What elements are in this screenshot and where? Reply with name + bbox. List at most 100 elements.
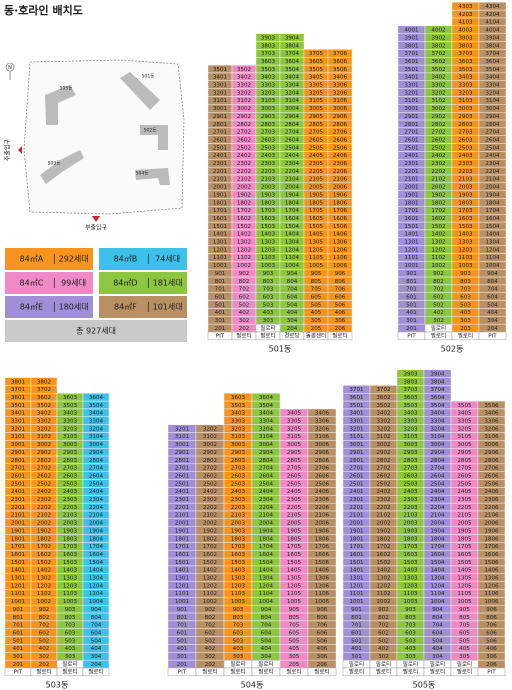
legend-type: 84㎡C — [20, 279, 44, 288]
unit-number: 903 — [233, 607, 244, 613]
unit-number: 3601 — [404, 59, 419, 65]
unit-number: 1901 — [404, 192, 419, 198]
unit-number: 403 — [263, 310, 274, 316]
unit-number: 303 — [65, 654, 76, 660]
unit-number: 1002 — [431, 263, 445, 269]
unit-number: 201 — [215, 326, 226, 332]
unit-number: 1703 — [63, 544, 78, 550]
unit-number: 2004 — [485, 185, 500, 191]
base-label: 필로티 — [88, 668, 103, 676]
unit-number: 2802 — [37, 458, 51, 464]
unit-number: 702 — [205, 623, 216, 629]
unit-number: 2504 — [259, 481, 274, 487]
unit-number: 2406 — [315, 489, 330, 495]
unit-number: 2802 — [431, 122, 445, 128]
unit-number: 1403 — [261, 232, 276, 238]
unit-number: 2502 — [237, 145, 251, 151]
unit-number: 3602 — [431, 59, 445, 65]
unit-number: 1802 — [37, 536, 51, 542]
unit-number: 3001 — [349, 442, 364, 448]
unit-number: 3101 — [175, 434, 190, 440]
unit-number: 1203 — [403, 583, 418, 589]
unit-number: 2704 — [259, 466, 274, 472]
unit-number: 2002 — [431, 185, 445, 191]
total-box — [5, 320, 187, 342]
unit-number: 1304 — [285, 240, 300, 246]
unit-number: 3502 — [431, 67, 445, 73]
legend-type: 84㎡E — [20, 303, 43, 312]
unit-number: 1605 — [457, 552, 472, 558]
unit-number: 1801 — [213, 200, 228, 206]
unit-number: 204 — [287, 326, 298, 332]
unit-number: 2201 — [213, 169, 228, 175]
unit-number: 3103 — [261, 98, 276, 104]
unit-number: 2503 — [458, 145, 473, 151]
unit-number: 2903 — [231, 450, 246, 456]
unit-number: 2305 — [309, 161, 324, 167]
unit-number: 3904 — [285, 35, 300, 41]
unit-number: 805 — [459, 615, 470, 621]
unit-number: 2804 — [89, 458, 104, 464]
unit-number: 1703 — [261, 208, 276, 214]
unit-number: 1105 — [457, 591, 472, 597]
unit-number: 805 — [289, 615, 300, 621]
unit-number: 202 — [239, 326, 250, 332]
unit-number: 3002 — [37, 442, 51, 448]
unit-number: 2203 — [403, 505, 418, 511]
gate-marker — [18, 146, 22, 154]
unit-number: 1501 — [213, 224, 228, 230]
unit-number: 1404 — [89, 568, 104, 574]
unit-number: 1503 — [458, 224, 473, 230]
unit-number: 902 — [205, 607, 216, 613]
unit-number: 3101 — [213, 98, 228, 104]
unit-number: 801 — [13, 615, 24, 621]
unit-number: 1805 — [457, 536, 472, 542]
unit-number: 1003 — [261, 263, 276, 269]
unit-number: 1001 — [349, 599, 364, 605]
unit-number: 803 — [65, 615, 76, 621]
unit-number: 3203 — [403, 426, 418, 432]
unit-number: 3304 — [259, 419, 274, 425]
unit-number: 3003 — [458, 106, 473, 112]
unit-number: 1206 — [484, 583, 499, 589]
unit-number: 505 — [311, 302, 322, 308]
unit-number: 501 — [351, 638, 362, 644]
legend: 84㎡A 292세대 84㎡B 74세대 84㎡C 99세대 84㎡D 181세대 84㎡E 18… — [5, 248, 187, 342]
unit-number: 2302 — [376, 497, 390, 503]
unit-number: 803 — [405, 615, 416, 621]
unit-number: 2303 — [403, 497, 418, 503]
gate-marker — [92, 216, 100, 222]
unit-number: 2504 — [285, 145, 300, 151]
unit-number: 2702 — [203, 466, 217, 472]
base-label: PIT — [216, 334, 225, 340]
unit-number: 2903 — [261, 114, 276, 120]
unit-number: 1106 — [484, 591, 499, 597]
unit-number: 402 — [378, 646, 389, 652]
unit-number: 603 — [263, 294, 274, 300]
unit-number: 2902 — [431, 114, 445, 120]
unit-number: 2601 — [175, 473, 190, 479]
unit-number: 1603 — [231, 552, 246, 558]
unit-number: 3902 — [431, 35, 445, 41]
unit-number: 2203 — [261, 169, 276, 175]
unit-number: 1502 — [431, 224, 445, 230]
unit-number: 406 — [317, 646, 328, 652]
unit-number: 2301 — [213, 161, 228, 167]
unit-number: 1201 — [11, 583, 26, 589]
unit-number: 1605 — [287, 552, 302, 558]
legend-count: 180세대 — [59, 303, 89, 312]
unit-number: 2305 — [457, 497, 472, 503]
unit-number: 3803 — [403, 379, 418, 385]
unit-number: 1402 — [203, 568, 217, 574]
unit-number: 601 — [406, 294, 417, 300]
unit-number: 2901 — [213, 114, 228, 120]
unit-number: 3001 — [213, 106, 228, 112]
unit-number: 3602 — [37, 395, 51, 401]
unit-number: 702 — [239, 287, 250, 293]
unit-number: 603 — [460, 294, 471, 300]
unit-number: 1604 — [259, 552, 274, 558]
unit-number: 2401 — [11, 489, 26, 495]
unit-number: 1801 — [11, 536, 26, 542]
unit-number: 2004 — [259, 521, 274, 527]
unit-number: 1401 — [404, 232, 419, 238]
